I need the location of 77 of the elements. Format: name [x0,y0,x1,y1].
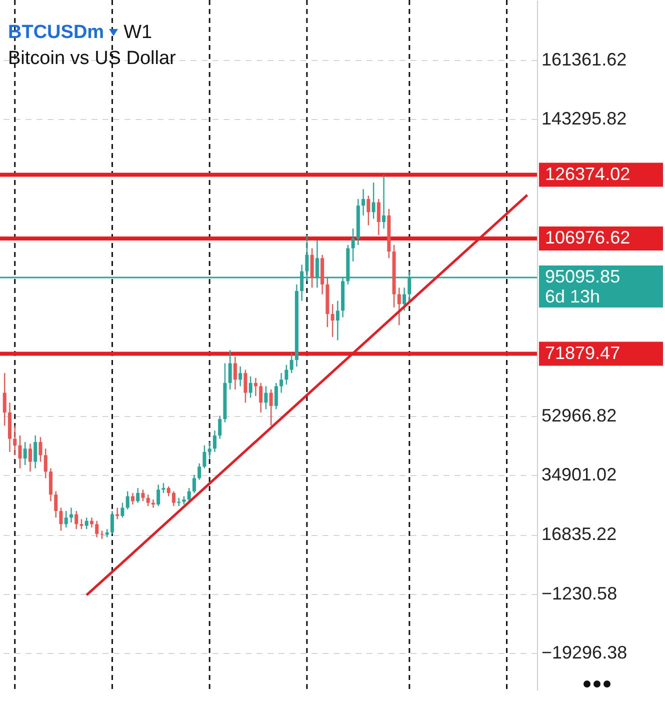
candlestick [28,443,32,472]
candlestick [48,468,52,502]
candlestick [54,490,58,518]
candlestick [238,366,242,387]
candlestick [80,518,84,530]
candlestick [310,248,314,288]
candlestick [274,382,278,410]
candlestick [192,474,196,494]
ref-line-label: 106976.62 [545,228,630,248]
candlestick [198,462,202,480]
candlestick [69,507,73,524]
candlestick [166,486,170,497]
candlestick [259,382,263,414]
candlestick [280,372,284,394]
candlestick [290,352,294,374]
candlestick [254,377,258,397]
candlestick [372,182,376,220]
candlestick [362,188,366,216]
candlestick [110,510,114,535]
candlestick [212,430,216,452]
candlestick [146,494,150,507]
annotation: W1 [124,22,152,43]
y-tick-label: −19296.38 [542,642,628,663]
candlestick [64,510,68,528]
candlestick [233,356,237,390]
candlestick [172,490,176,507]
candlestick [228,349,232,390]
candlestick [351,228,355,262]
candlestick [248,376,252,398]
candlestick [330,304,334,338]
candlestick [34,434,38,469]
candlestick [13,425,17,456]
candlestick [156,484,160,507]
candlestick [38,436,42,462]
candlestick [202,444,206,469]
candlestick [2,372,6,426]
candlestick [162,482,166,494]
candlestick [208,441,212,460]
text: BTCUSDm [8,22,104,43]
candlestick [187,487,191,502]
candlestick [397,287,401,326]
candlestick [382,174,386,230]
candlestick [366,195,370,226]
candlestick [141,489,145,502]
y-tick-label: 161361.62 [542,49,627,70]
ref-line-label: 126374.02 [545,164,630,184]
candlestick [264,386,268,410]
candlestick [23,441,27,466]
candlestick [74,510,78,530]
text: Bitcoin vs US Dollar [8,47,176,71]
candlestick [59,507,63,532]
candlestick [284,364,288,386]
candlestick [126,490,130,510]
y-tick-label: 34901.02 [542,464,617,485]
y-tick-label: 52966.82 [542,405,617,426]
candlestick [269,388,273,426]
candlestick [120,502,124,518]
y-tick-label: 16835.22 [542,524,617,544]
ref-line-label: 71879.47 [545,342,620,363]
candlestick [136,487,140,504]
candlestick [336,300,340,341]
candlestick [84,516,88,530]
y-tick-label: −1230.58 [542,583,618,604]
candlestick [376,198,380,236]
candlestick [402,287,406,312]
candlestick [218,415,222,440]
candlestick [244,369,248,404]
candlestick [177,497,181,507]
candlestick [18,434,22,469]
candlestick [116,507,120,520]
candlestick [95,520,99,538]
candlestick [130,492,134,506]
candlestick [90,516,94,528]
candlestick [44,448,48,479]
candlestick [151,498,155,508]
y-tick-label: 143295.82 [542,108,627,129]
ref-line-label: 95095.85 6d 13h [545,266,620,307]
